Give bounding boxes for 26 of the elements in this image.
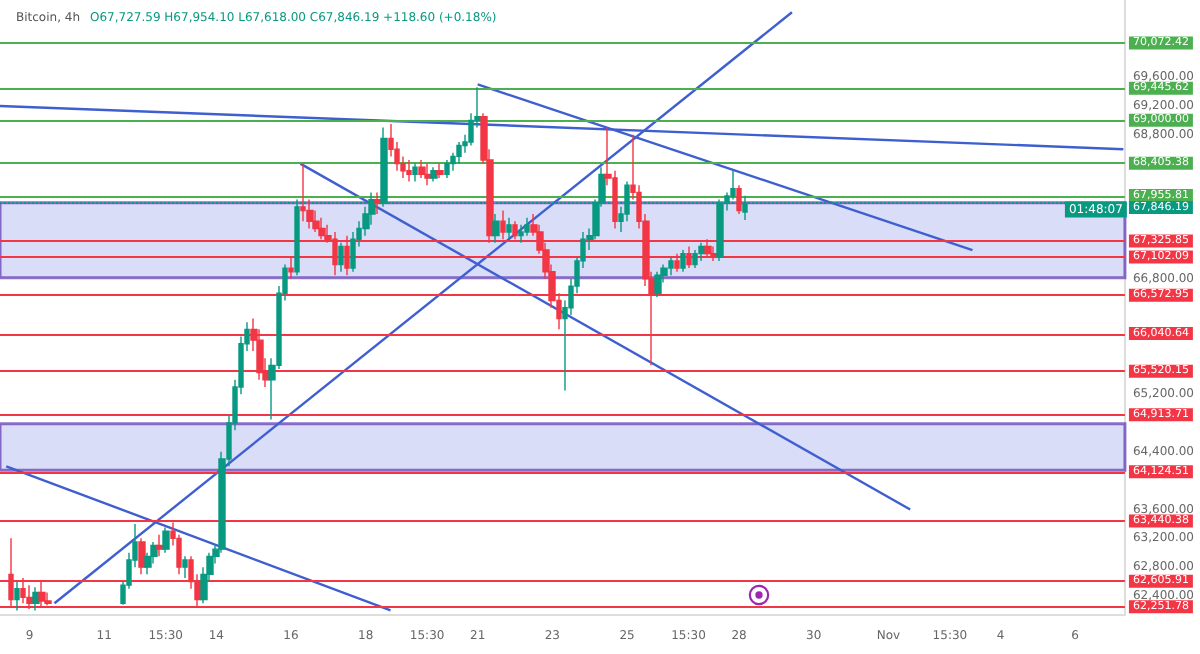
candlestick bbox=[406, 159, 412, 183]
candlestick bbox=[338, 242, 344, 273]
candlestick bbox=[182, 555, 188, 579]
candlestick bbox=[518, 224, 524, 244]
candlestick bbox=[698, 242, 706, 262]
candlestick bbox=[736, 184, 742, 215]
candlestick bbox=[418, 159, 426, 179]
candlestick bbox=[138, 537, 146, 576]
candlestick bbox=[492, 213, 500, 244]
candlestick bbox=[456, 141, 462, 165]
candlestick bbox=[374, 191, 382, 215]
candlestick bbox=[680, 249, 686, 273]
candlestick bbox=[692, 249, 698, 269]
candlestick bbox=[424, 162, 432, 186]
candlestick bbox=[444, 159, 450, 179]
candlestick bbox=[412, 162, 418, 183]
candlestick bbox=[162, 526, 170, 554]
candlestick bbox=[506, 216, 512, 240]
candlestick bbox=[686, 245, 692, 269]
candlestick bbox=[156, 534, 164, 558]
candlestick bbox=[436, 162, 444, 179]
candlestick bbox=[524, 216, 530, 237]
candlestick bbox=[300, 162, 306, 222]
candlestick bbox=[430, 166, 438, 183]
candlestick bbox=[668, 256, 674, 276]
candlestick bbox=[654, 270, 662, 298]
